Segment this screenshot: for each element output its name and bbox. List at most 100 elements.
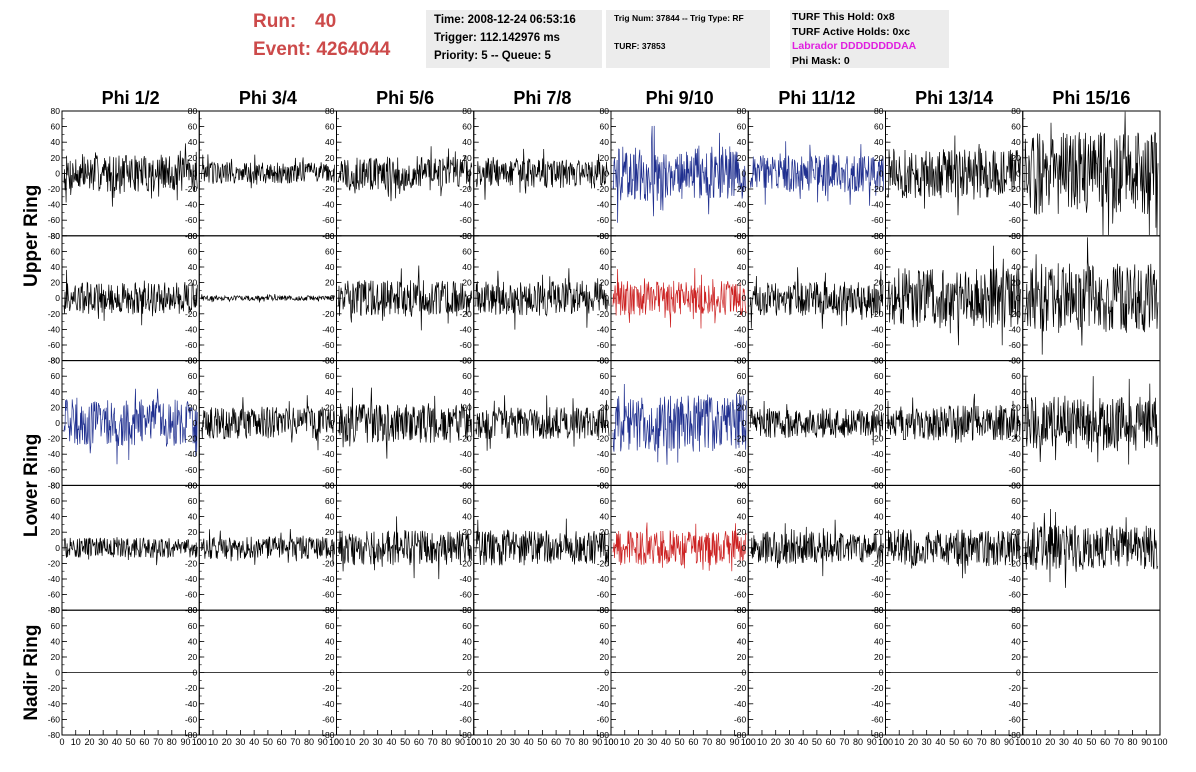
y-tick-label: -20 [871,309,884,319]
y-tick-label: -80 [48,605,61,615]
y-tick-label: -40 [322,449,335,459]
y-tick-label: 60 [325,246,335,256]
y-tick-label: -40 [322,574,335,584]
x-tick-label: 0 [746,737,751,747]
y-tick-label: 60 [188,496,198,506]
y-tick-label: 60 [600,122,610,132]
x-tick-label: 10 [208,737,218,747]
y-tick-label: 0 [330,668,335,678]
y-tick-label: 80 [737,106,747,116]
y-tick-label: -40 [1008,200,1021,210]
x-tick-label: 100 [329,737,344,747]
waveform-trace [63,269,198,326]
y-tick-label: 60 [51,371,61,381]
y-tick-label: -40 [871,324,884,334]
waveform-trace [612,268,747,329]
y-tick-label: 80 [600,106,610,116]
y-tick-label: -20 [48,309,61,319]
y-tick-label: 0 [604,293,609,303]
y-tick-label: 80 [600,480,610,490]
y-tick-label: 80 [325,106,335,116]
y-tick-label: 0 [193,168,198,178]
y-tick-label: 40 [51,262,61,272]
x-tick-label: 0 [471,737,476,747]
waveform-trace [1024,237,1159,355]
y-tick-label: 40 [51,636,61,646]
y-tick-label: 60 [1011,621,1021,631]
y-tick-label: -40 [1008,324,1021,334]
y-tick-label: 80 [737,356,747,366]
y-tick-label: -20 [1008,434,1021,444]
y-tick-label: -40 [322,699,335,709]
x-tick-label: 100 [1152,737,1167,747]
y-tick-label: 80 [600,356,610,366]
y-tick-label: -20 [185,434,198,444]
y-tick-label: 20 [51,153,61,163]
y-tick-label: -60 [734,340,747,350]
y-tick-label: -60 [597,465,610,475]
y-tick-label: -60 [871,590,884,600]
y-tick-label: 60 [462,621,472,631]
waveform-trace [749,267,884,329]
y-tick-label: -60 [48,714,61,724]
y-tick-label: -20 [1008,683,1021,693]
y-tick-label: 40 [325,387,335,397]
y-tick-label: 20 [600,402,610,412]
y-tick-label: 40 [600,262,610,272]
y-tick-label: 40 [325,512,335,522]
y-tick-label: -60 [871,714,884,724]
x-tick-label: 100 [1015,737,1030,747]
y-tick-label: -20 [459,184,472,194]
x-tick-label: 40 [524,737,534,747]
y-tick-label: -20 [1008,309,1021,319]
y-tick-label: 40 [188,262,198,272]
x-tick-label: 40 [798,737,808,747]
y-tick-label: 40 [51,387,61,397]
y-tick-label: -40 [459,200,472,210]
y-tick-label: -20 [597,309,610,319]
y-tick-label: 40 [600,387,610,397]
waveform-trace [887,529,1022,579]
y-tick-label: 60 [1011,122,1021,132]
y-tick-label: 20 [188,652,198,662]
y-tick-label: -60 [185,465,198,475]
y-tick-label: -40 [597,574,610,584]
y-tick-label: 20 [462,527,472,537]
y-tick-label: -60 [48,590,61,600]
y-tick-label: 20 [1011,153,1021,163]
y-tick-label: -60 [1008,215,1021,225]
x-tick-label: 90 [1141,737,1151,747]
turf-info-box: TURF This Hold: 0x8 TURF Active Holds: 0… [790,10,949,68]
y-tick-label: 0 [330,293,335,303]
y-tick-label: -20 [597,184,610,194]
waveform-trace [475,518,610,567]
y-tick-label: 0 [742,668,747,678]
y-tick-label: -80 [734,730,747,740]
y-tick-label: 0 [467,168,472,178]
y-tick-label: 20 [874,652,884,662]
y-tick-label: 40 [874,262,884,272]
x-tick-label: 50 [1086,737,1096,747]
x-tick-label: 60 [1100,737,1110,747]
x-tick-label: 50 [675,737,685,747]
y-tick-label: 40 [1011,512,1021,522]
y-tick-label: -80 [459,730,472,740]
y-tick-label: -20 [48,434,61,444]
y-tick-label: -60 [1008,714,1021,724]
y-tick-label: 0 [55,293,60,303]
y-tick-label: 40 [325,262,335,272]
y-tick-label: -60 [48,465,61,475]
y-tick-label: 80 [188,480,198,490]
y-tick-label: -60 [597,714,610,724]
y-tick-label: -40 [871,449,884,459]
y-tick-label: -40 [597,449,610,459]
y-tick-label: 40 [188,387,198,397]
waveform-trace [338,146,473,202]
trig-num-text: Trig Num: 37844 -- Trig Type: RF [614,13,744,23]
y-tick-label: 0 [742,293,747,303]
x-tick-label: 90 [455,737,465,747]
y-tick-label: 80 [188,605,198,615]
y-tick-label: 0 [330,418,335,428]
y-tick-label: 80 [188,231,198,241]
y-tick-label: -40 [734,200,747,210]
